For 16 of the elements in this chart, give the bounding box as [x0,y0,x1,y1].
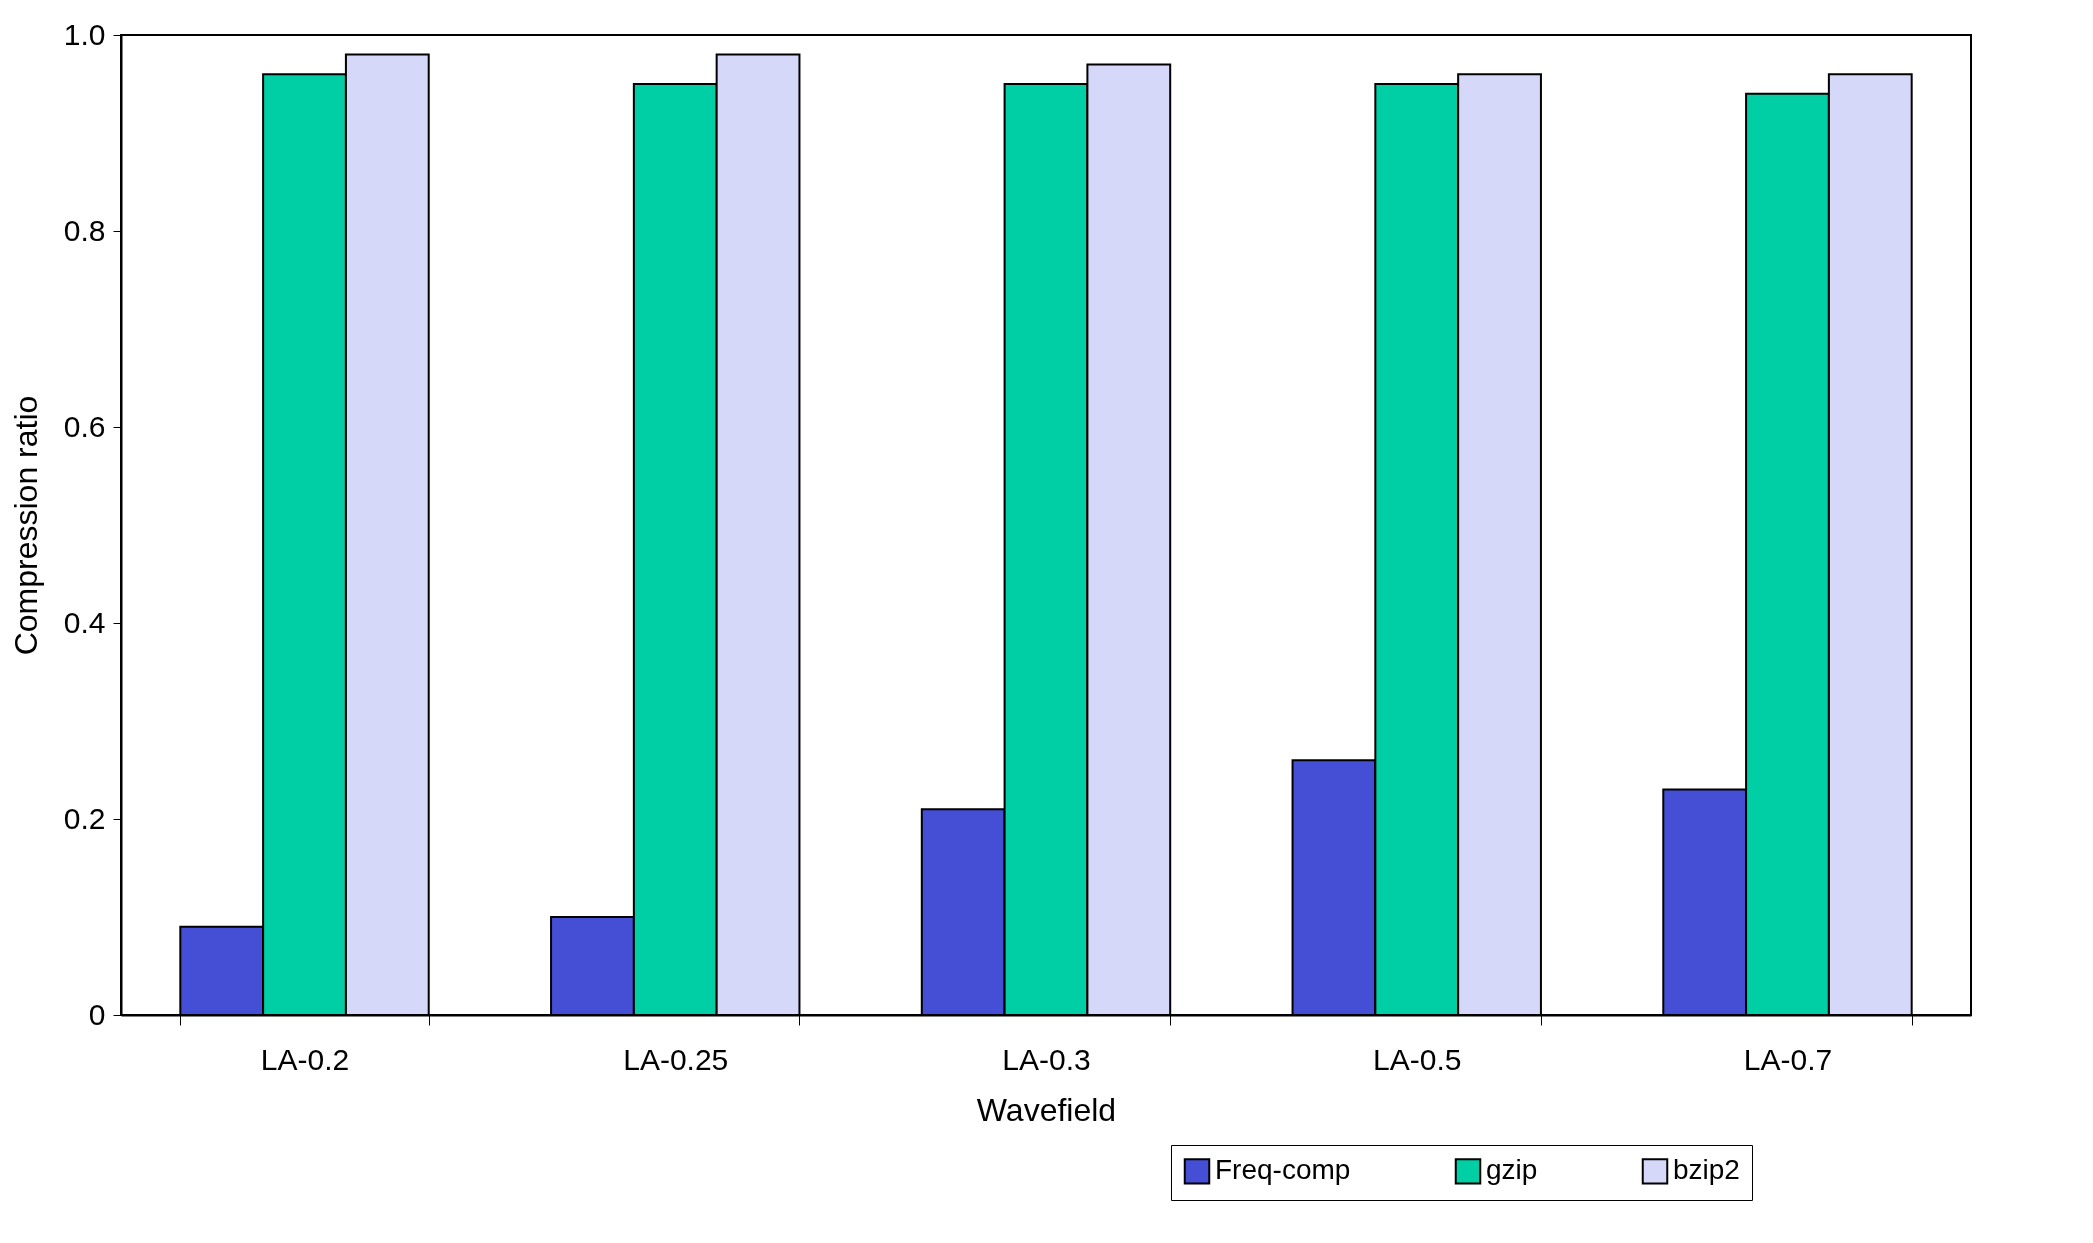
legend-label: Freq-comp [1215,1154,1351,1186]
x-tick-label: LA-0.3 [1002,1042,1091,1076]
y-tick-label: 1.0 [63,17,106,51]
x-tick-label: LA-0.7 [1743,1042,1833,1076]
y-tick-label: 0.2 [63,801,106,835]
y-tick-label: 0.6 [63,409,106,443]
y-axis-title: Compression ratio [7,395,44,656]
x-axis-title: Wavefield [976,1091,1117,1128]
x-tick-label: LA-0.5 [1373,1042,1462,1076]
y-tick-label: 0.4 [63,605,106,639]
x-tick-label: LA-0.2 [260,1042,350,1076]
legend-label: bzip2 [1673,1154,1740,1186]
y-tick-label: 0 [88,997,106,1031]
legend-label: gzip [1486,1154,1538,1186]
y-tick-label: 0.8 [63,213,106,247]
x-tick-label: LA-0.25 [623,1042,729,1076]
